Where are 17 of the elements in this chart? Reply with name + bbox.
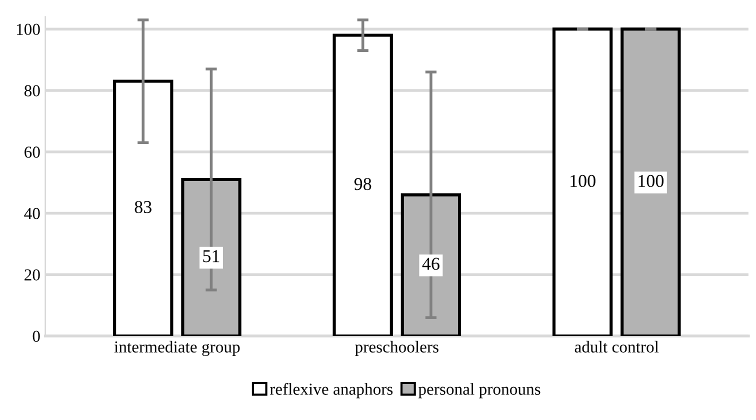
y-tick-label: 80 xyxy=(24,85,40,96)
data-label: 46 xyxy=(422,258,440,270)
x-tick-label: adult control xyxy=(574,340,659,353)
data-label: 98 xyxy=(354,178,372,190)
x-tick-label: intermediate group xyxy=(114,340,240,356)
x-tick-label: preschoolers xyxy=(355,340,438,356)
data-label: 51 xyxy=(203,250,220,262)
legend-label: personal pronouns xyxy=(418,383,540,398)
data-label: 83 xyxy=(134,200,152,214)
data-label: 100 xyxy=(570,174,596,188)
y-tick-label: 40 xyxy=(24,208,40,220)
data-label: 100 xyxy=(638,174,664,188)
y-tick-label: 100 xyxy=(16,24,40,36)
y-tick-label: 0 xyxy=(32,330,40,342)
y-tick-label: 60 xyxy=(24,146,40,158)
legend-label: reflexive anaphors xyxy=(270,382,393,398)
y-tick-label: 20 xyxy=(24,269,40,281)
